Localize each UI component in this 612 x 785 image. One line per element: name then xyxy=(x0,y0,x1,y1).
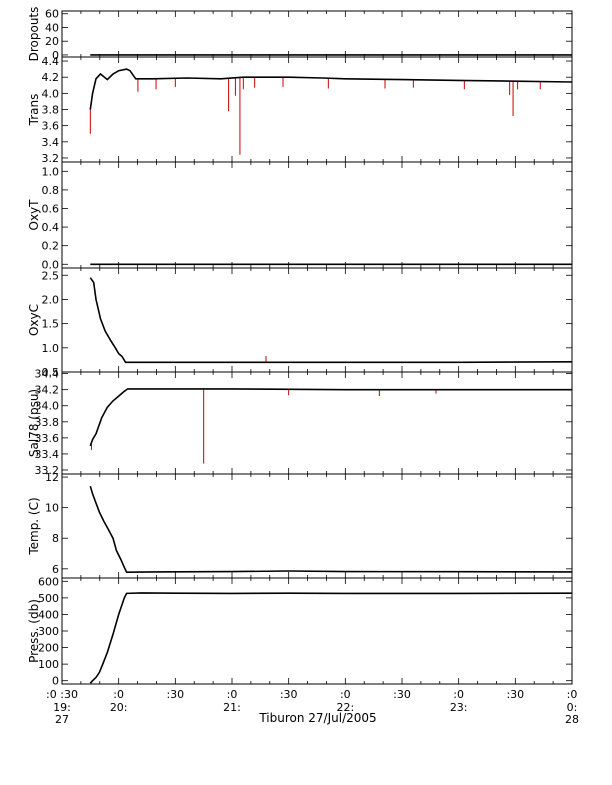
y-tick-label-trans: 4.4 xyxy=(42,55,60,68)
x-tick-label: :30 xyxy=(280,688,298,701)
x-tick-label: :0 xyxy=(340,688,351,701)
y-tick-label-oxyt: 0.4 xyxy=(42,221,60,234)
series-line-temp xyxy=(89,485,573,574)
y-tick-label-trans: 4.2 xyxy=(42,71,60,84)
y-tick-label-sal78: 34.4 xyxy=(35,368,60,381)
y-tick-label-temp: 6 xyxy=(52,563,59,576)
y-tick-label-temp: 8 xyxy=(52,532,59,545)
x-tick-hour-label: 20: xyxy=(110,701,128,714)
y-tick-label-oxyc: 2.0 xyxy=(42,293,60,306)
series-line-trans xyxy=(89,68,573,110)
y-tick-label-dropouts: 0 xyxy=(52,49,59,62)
y-axis-title-oxyc: OxyC xyxy=(27,304,41,336)
x-tick-label: :0 xyxy=(567,688,578,701)
y-tick-label-oxyt: 0.6 xyxy=(42,202,60,215)
y-tick-label-dropouts: 20 xyxy=(45,35,59,48)
y-tick-label-temp: 10 xyxy=(45,502,59,515)
y-tick-label-press: 400 xyxy=(38,608,59,621)
y-tick-label-press: 0 xyxy=(52,675,59,688)
series-line-sal78 xyxy=(89,388,572,447)
x-tick-label: :0 xyxy=(227,688,238,701)
x-tick-label: :30 xyxy=(506,688,524,701)
y-tick-label-press: 200 xyxy=(38,642,59,655)
x-tick-hour-label: 23: xyxy=(450,701,468,714)
y-tick-label-sal78: 34.2 xyxy=(35,384,60,397)
y-tick-label-press: 300 xyxy=(38,625,59,638)
panel-press: 0 100 200 300 400 500 600 Press. (db) xyxy=(27,575,573,688)
y-tick-label-oxyt: 0.0 xyxy=(42,258,60,271)
y-tick-label-trans: 3.2 xyxy=(42,152,60,165)
x-tick-label: :0 xyxy=(453,688,464,701)
y-axis-title-press: Press. (db) xyxy=(27,599,41,663)
x-tick-label: :30 xyxy=(393,688,411,701)
y-tick-label-press: 600 xyxy=(38,575,59,588)
x-tick-day-label: 27 xyxy=(55,713,69,726)
x-tick-label: :30 xyxy=(166,688,184,701)
x-tick-hour-label: 0: xyxy=(567,701,578,714)
y-axis-title-sal78: Sal78 (psu) xyxy=(27,389,41,457)
y-tick-label-oxyc: 1.0 xyxy=(42,342,60,355)
y-tick-label-sal78: 33.6 xyxy=(35,432,60,445)
y-axis-title-oxyt: OxyT xyxy=(27,199,41,231)
y-axis-title-trans: Trans xyxy=(27,94,41,127)
series-line-press xyxy=(89,592,573,684)
x-axis-title: Tiburon 27/Jul/2005 xyxy=(258,711,376,725)
y-axis-title-dropouts: Dropouts xyxy=(27,7,41,62)
y-tick-label-oxyc: 0.5 xyxy=(42,366,60,379)
y-tick-label-press: 500 xyxy=(38,592,59,605)
y-tick-label-oxyt: 0.8 xyxy=(42,184,60,197)
panel-oxyt: 0.0 0.2 0.4 0.6 0.8 1.0 OxyT xyxy=(27,161,573,271)
y-tick-label-sal78: 33.8 xyxy=(35,416,60,429)
y-tick-label-oxyc: 2.5 xyxy=(42,269,60,282)
y-tick-label-oxyt: 0.2 xyxy=(42,240,60,253)
x-tick-hour-label: 22: xyxy=(336,701,354,714)
x-tick-label: :0 xyxy=(113,688,124,701)
y-tick-label-dropouts: 40 xyxy=(45,21,59,34)
y-tick-label-oxyc: 1.5 xyxy=(42,318,60,331)
y-tick-label-trans: 3.8 xyxy=(42,104,60,117)
y-tick-label-trans: 3.6 xyxy=(42,120,60,133)
y-tick-label-sal78: 34.0 xyxy=(35,400,60,413)
y-tick-label-press: 100 xyxy=(38,658,59,671)
series-line-oxyc xyxy=(89,277,573,364)
y-tick-label-trans: 4.0 xyxy=(42,87,60,100)
panels: 0204060Dropouts3.23.43.63.84.04.24.4Tran… xyxy=(27,7,573,688)
y-tick-label-temp: 12 xyxy=(45,471,59,484)
x-tick-hour-label: 21: xyxy=(223,701,241,714)
y-tick-label-sal78: 33.2 xyxy=(35,464,60,477)
y-axis-title-temp: Temp. (C) xyxy=(27,497,41,555)
y-tick-label-trans: 3.4 xyxy=(42,136,60,149)
x-axis: :0 :3019:27:020::30:021::30:022::30:023:… xyxy=(46,688,579,726)
panel-temp: 6 8 10 12 Temp. (C) xyxy=(27,471,573,579)
x-tick-hour-label: 19: xyxy=(53,701,71,714)
y-tick-label-oxyt: 1.0 xyxy=(42,165,60,178)
y-tick-label-sal78: 33.4 xyxy=(35,448,60,461)
y-tick-label-dropouts: 60 xyxy=(45,8,59,21)
x-tick-label: :0 :30 xyxy=(46,688,78,701)
x-tick-day-label: 28 xyxy=(565,713,579,726)
panel-oxyc: 0.5 1.0 1.5 2.0 2.5 OxyC xyxy=(27,267,573,379)
panel-sal78: 33.2 33.4 33.6 33.8 34.0 34.2 34.4 Sal78 (psu) xyxy=(27,368,573,477)
